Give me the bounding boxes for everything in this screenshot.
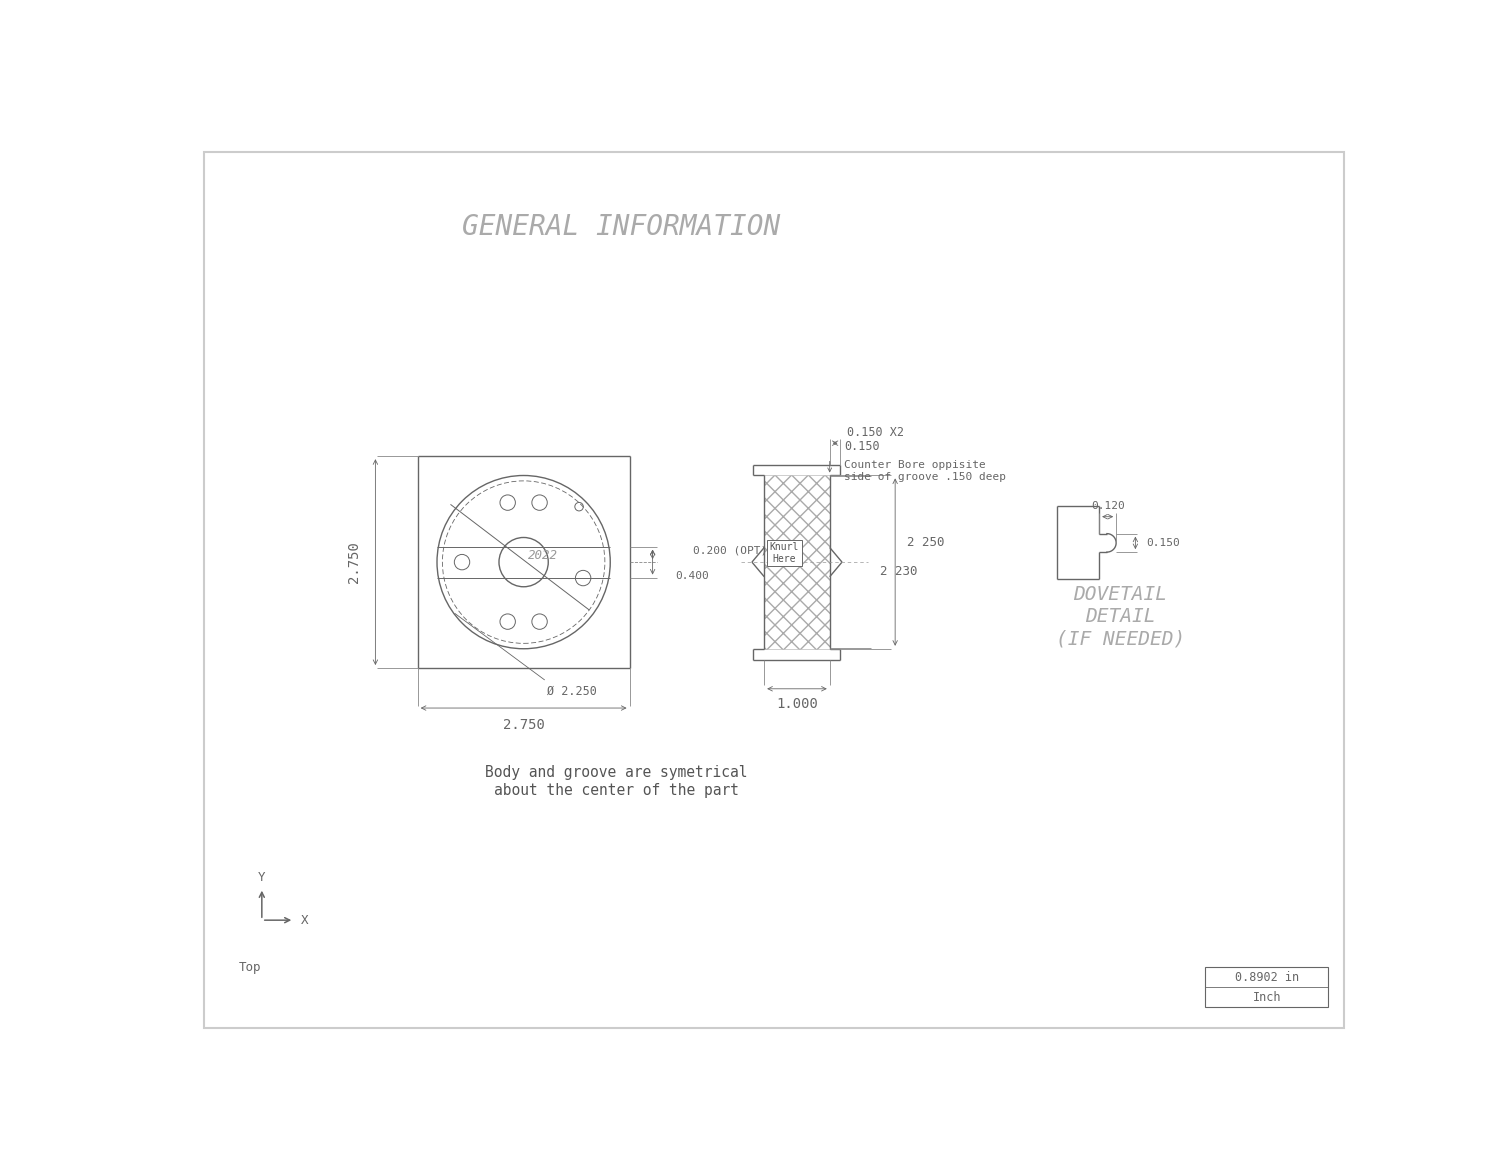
Text: Top: Top — [239, 961, 261, 974]
Text: 0.150 X2: 0.150 X2 — [847, 426, 903, 439]
Text: 2022: 2022 — [528, 549, 557, 563]
Text: 2.750: 2.750 — [503, 718, 545, 732]
Text: Knurl
Here: Knurl Here — [770, 542, 799, 564]
Text: DOVETAIL
DETAIL
(IF NEEDED): DOVETAIL DETAIL (IF NEEDED) — [1055, 585, 1185, 648]
Text: 0.120: 0.120 — [1090, 501, 1125, 510]
Text: Ø 2.250: Ø 2.250 — [547, 684, 596, 698]
Text: 0.400: 0.400 — [675, 571, 710, 580]
Text: 0.150: 0.150 — [844, 439, 880, 453]
Text: 0.8902 in: 0.8902 in — [1235, 971, 1299, 983]
Text: 2 230: 2 230 — [880, 565, 917, 578]
Text: 0.200 (OPT): 0.200 (OPT) — [693, 545, 767, 556]
Text: Counter Bore oppisite
side of groove .150 deep: Counter Bore oppisite side of groove .15… — [844, 460, 1006, 481]
Bar — [764, 475, 829, 648]
Text: Body and groove are symetrical
about the center of the part: Body and groove are symetrical about the… — [485, 765, 747, 798]
Text: 2 250: 2 250 — [906, 536, 944, 549]
Text: 0.150: 0.150 — [1146, 538, 1179, 548]
Text: X: X — [300, 913, 308, 926]
Text: 1.000: 1.000 — [776, 697, 818, 711]
Text: Inch: Inch — [1252, 990, 1280, 1003]
Bar — [1205, 967, 1329, 1007]
Text: 2.750: 2.750 — [347, 541, 361, 583]
Text: GENERAL INFORMATION: GENERAL INFORMATION — [462, 214, 781, 241]
Text: Y: Y — [258, 871, 266, 884]
FancyBboxPatch shape — [767, 540, 802, 566]
